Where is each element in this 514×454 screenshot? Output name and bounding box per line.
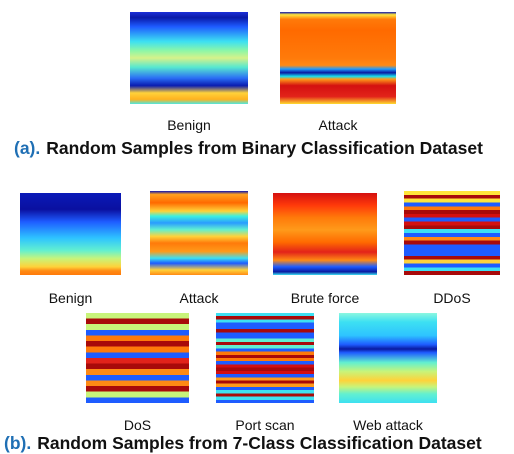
sample-label: Benign [167, 117, 211, 133]
heatmap-image-brute-force [273, 193, 377, 275]
sample-label: Attack [318, 117, 358, 133]
heatmap-image-dos [86, 313, 189, 403]
sample-label: Benign [48, 290, 93, 306]
caption-text: Random Samples from 7-Class Classificati… [37, 433, 482, 453]
caption-panel-b: (b). Random Samples from 7-Class Classifi… [4, 433, 482, 454]
heatmap-image-benign [130, 12, 248, 104]
heatmap-image-port-scan [216, 313, 314, 403]
heatmap-image-benign [20, 193, 121, 275]
caption-panel-a: (a). Random Samples from Binary Classific… [14, 138, 483, 159]
sample-label: Brute force [290, 290, 360, 306]
sample-label: Port scan [235, 417, 295, 433]
heatmap-image-ddos [404, 191, 500, 275]
caption-text: Random Samples from Binary Classificatio… [46, 138, 483, 158]
sample-label: Web attack [353, 417, 423, 433]
heatmap-image-web-attack [339, 313, 437, 403]
caption-tag: (a). [14, 138, 41, 158]
sample-label: DoS [123, 417, 152, 433]
sample-label: Attack [179, 290, 219, 306]
heatmap-image-attack [280, 12, 396, 104]
heatmap-image-attack [150, 191, 248, 275]
caption-tag: (b). [4, 433, 32, 453]
sample-label: DDoS [433, 290, 471, 306]
